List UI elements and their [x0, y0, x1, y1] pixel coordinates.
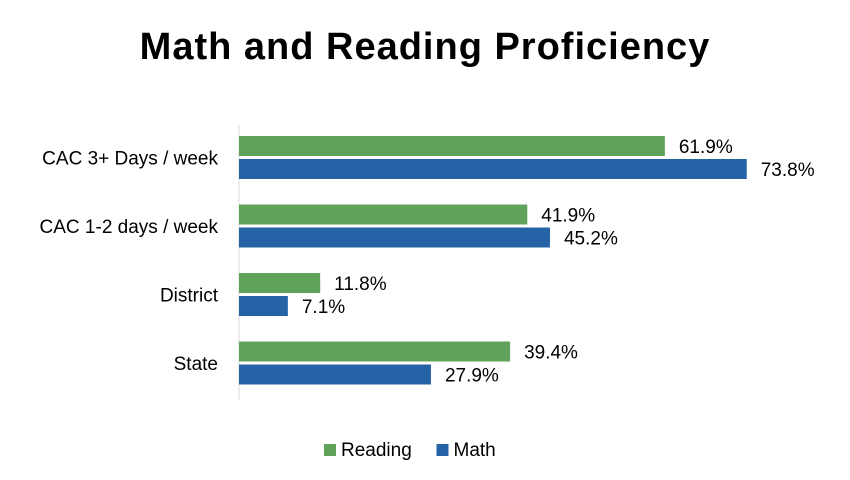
legend-label-reading: Reading [341, 440, 412, 461]
data-label-math: 27.9% [445, 366, 499, 387]
legend: Reading Math [324, 440, 496, 461]
data-label-math: 45.2% [564, 229, 618, 250]
category-label: CAC 1-2 days / week [40, 217, 219, 238]
bar-reading [239, 136, 665, 156]
data-label-reading: 61.9% [679, 137, 733, 158]
bar-math [239, 296, 288, 316]
bar-math [239, 227, 550, 248]
legend-swatch-reading [324, 444, 336, 456]
bar-math [239, 364, 431, 385]
category-label: CAC 3+ Days / week [42, 149, 218, 170]
data-label-math: 73.8% [761, 160, 815, 181]
bar-reading [239, 273, 321, 293]
data-label-math: 7.1% [302, 297, 345, 318]
legend-swatch-math [436, 444, 449, 456]
bar-reading [239, 204, 528, 225]
data-label-reading: 11.8% [334, 274, 387, 295]
bars-group: CAC 3+ Days / week 61.9% 73.8% CAC 1-2 days… [40, 136, 815, 387]
category-label: State [174, 354, 218, 375]
legend-label-math: Math [454, 440, 496, 461]
bar-math [239, 159, 747, 179]
bar-reading [239, 341, 511, 362]
data-label-reading: 41.9% [541, 206, 595, 227]
chart-title: Math and Reading Proficiency [139, 26, 711, 68]
data-label-reading: 39.4% [524, 343, 578, 364]
category-label: District [160, 286, 219, 307]
